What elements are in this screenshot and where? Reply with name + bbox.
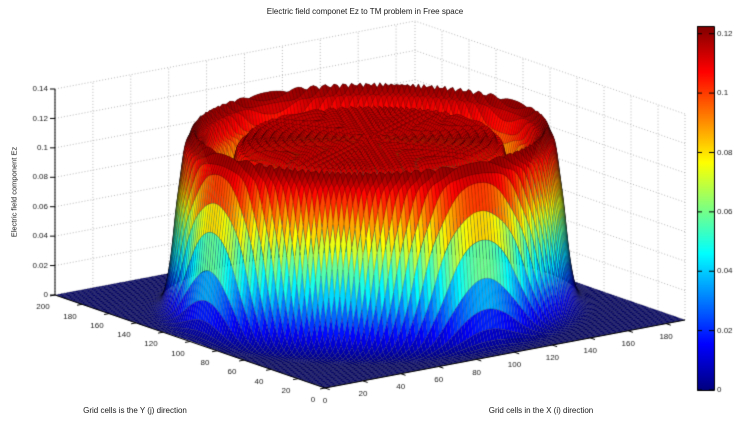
y-axis-label: Grid cells is the Y (j) direction [83, 406, 187, 415]
z-axis-label: Electric field component Ez [9, 146, 19, 238]
chart-title: Electric field componet Ez to TM problem… [266, 7, 464, 16]
x-axis-label: Grid cells in the X (i) direction [488, 406, 594, 415]
